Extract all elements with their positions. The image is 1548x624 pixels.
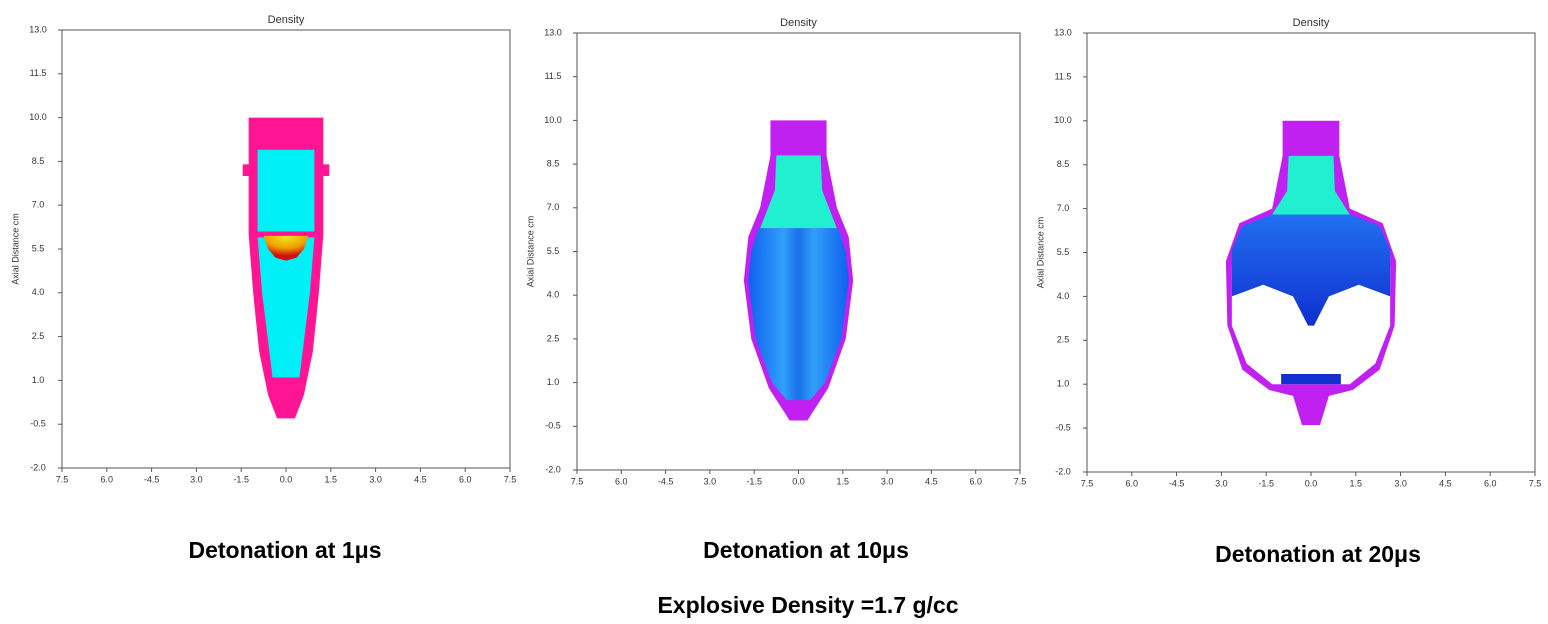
y-tick-label: -2.0	[545, 464, 561, 474]
y-tick-label: 4.0	[32, 287, 45, 297]
y-axis-label: Axial Distance cm	[525, 216, 535, 288]
y-tick-label: 13.0	[1054, 27, 1072, 37]
density-region	[760, 155, 837, 229]
figure-caption: Explosive Density =1.7 g/cc	[657, 592, 958, 618]
y-tick-label: 5.5	[32, 243, 45, 253]
y-tick-label: 10.0	[1054, 115, 1072, 125]
x-tick-label: 3.0	[190, 474, 203, 484]
y-tick-label: -0.5	[545, 421, 561, 431]
y-axis-label: Axial Distance cm	[1035, 217, 1045, 289]
y-tick-label: 7.0	[547, 202, 560, 212]
y-tick-label: -0.5	[1055, 422, 1071, 432]
x-tick-label: 3.0	[1215, 478, 1228, 488]
density-region	[1231, 267, 1391, 385]
density-region	[1281, 373, 1341, 385]
y-tick-label: 1.0	[1057, 379, 1070, 389]
panel-caption: Detonation at 1μs	[189, 537, 382, 563]
x-tick-label: 7.5	[56, 474, 69, 484]
y-tick-label: 4.0	[1057, 291, 1070, 301]
y-tick-label: -2.0	[1055, 466, 1071, 476]
y-tick-label: -0.5	[30, 419, 46, 429]
y-tick-label: 11.5	[545, 71, 562, 81]
y-tick-label: 8.5	[547, 158, 560, 168]
x-tick-label: 6.0	[459, 474, 472, 484]
x-tick-label: 6.0	[1126, 478, 1139, 488]
x-tick-label: 6.0	[969, 476, 982, 486]
y-tick-label: 7.0	[32, 200, 45, 210]
x-tick-label: 0.0	[280, 474, 293, 484]
x-tick-label: -1.5	[1258, 478, 1274, 488]
panel-caption: Detonation at 10μs	[703, 537, 909, 563]
x-tick-label: 6.0	[615, 476, 628, 486]
x-tick-label: 7.5	[571, 476, 584, 486]
x-tick-label: 4.5	[1439, 478, 1452, 488]
y-axis-label: Axial Distance cm	[10, 213, 20, 285]
panel-caption: Detonation at 20μs	[1215, 541, 1421, 567]
x-tick-label: -4.5	[1169, 478, 1185, 488]
x-tick-label: 0.0	[1305, 478, 1318, 488]
x-tick-label: -1.5	[233, 474, 249, 484]
x-tick-label: 1.5	[837, 476, 850, 486]
density-region	[257, 149, 315, 232]
x-tick-label: 7.5	[1014, 476, 1027, 486]
y-tick-label: 1.0	[547, 377, 560, 387]
y-tick-label: 2.5	[547, 333, 560, 343]
y-tick-label: 1.0	[32, 375, 45, 385]
x-tick-label: 7.5	[1529, 478, 1542, 488]
density-region	[748, 228, 849, 401]
y-tick-label: 13.0	[544, 27, 562, 37]
x-tick-label: 0.0	[792, 476, 805, 486]
plot-title: Density	[780, 17, 817, 29]
plot-title: Density	[268, 14, 305, 26]
x-tick-label: 1.5	[325, 474, 338, 484]
y-tick-label: 5.5	[1057, 247, 1070, 257]
y-tick-label: 5.5	[547, 246, 560, 256]
density-region	[257, 237, 315, 378]
y-tick-label: 8.5	[32, 156, 45, 166]
x-tick-label: 3.0	[1394, 478, 1407, 488]
y-tick-label: 4.0	[547, 290, 560, 300]
density-region	[263, 235, 309, 261]
plot-title: Density	[1293, 17, 1330, 29]
x-tick-label: 6.0	[101, 474, 114, 484]
y-tick-label: 2.5	[32, 331, 45, 341]
density-region	[1272, 155, 1350, 215]
y-tick-label: 10.0	[29, 112, 47, 122]
x-tick-label: 3.0	[369, 474, 382, 484]
y-tick-label: 2.5	[1057, 335, 1070, 345]
x-tick-label: -1.5	[746, 476, 762, 486]
y-tick-label: 10.0	[544, 115, 562, 125]
density-region	[1231, 214, 1391, 326]
x-tick-label: 4.5	[414, 474, 427, 484]
y-tick-label: 7.0	[1057, 203, 1070, 213]
x-tick-label: 6.0	[1484, 478, 1497, 488]
x-tick-label: 7.5	[1081, 478, 1094, 488]
x-tick-label: -4.5	[658, 476, 674, 486]
y-tick-label: 11.5	[1055, 71, 1072, 81]
y-tick-label: 13.0	[29, 24, 47, 34]
x-tick-label: 1.5	[1350, 478, 1363, 488]
y-tick-label: 8.5	[1057, 159, 1070, 169]
y-tick-label: 11.5	[30, 68, 47, 78]
x-tick-label: 3.0	[881, 476, 894, 486]
x-tick-label: -4.5	[144, 474, 160, 484]
x-tick-label: 4.5	[925, 476, 938, 486]
x-tick-label: 3.0	[704, 476, 717, 486]
y-tick-label: -2.0	[30, 462, 46, 472]
x-tick-label: 7.5	[504, 474, 517, 484]
